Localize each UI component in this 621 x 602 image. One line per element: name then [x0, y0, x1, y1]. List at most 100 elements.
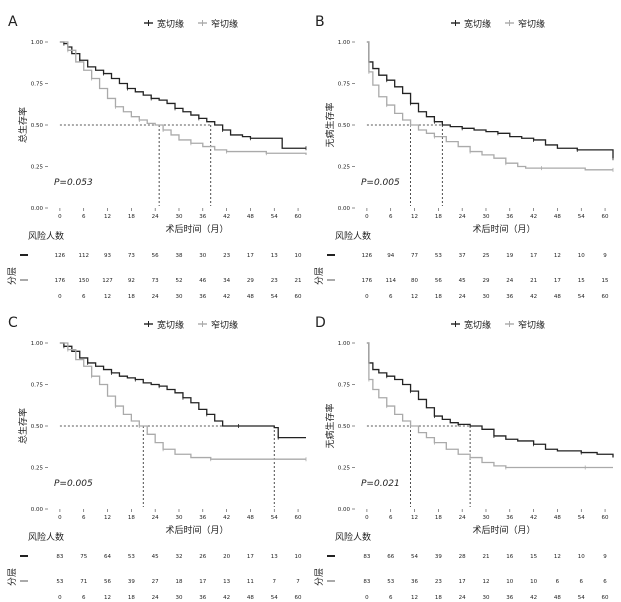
- risk-count: 73: [152, 278, 159, 284]
- risk-count: 39: [435, 554, 442, 560]
- risk-count: 53: [128, 554, 135, 560]
- risk-x-tick-label: 30: [482, 595, 489, 601]
- risk-x-tick-label: 42: [530, 294, 537, 300]
- risk-x-tick-label: 36: [199, 595, 206, 601]
- risk-x-tick-label: 12: [104, 595, 111, 601]
- risk-count: 93: [104, 253, 111, 259]
- risk-count: 45: [459, 278, 466, 284]
- y-tick-label: 0.75: [338, 82, 351, 88]
- x-tick-label: 42: [223, 214, 230, 220]
- risk-count: 6: [603, 579, 607, 585]
- risk-count: 53: [435, 253, 442, 259]
- legend-label: 窄切缘: [211, 18, 238, 30]
- risk-x-tick-label: 60: [602, 294, 609, 300]
- x-tick-label: 12: [104, 214, 111, 220]
- risk-count: 20: [223, 554, 230, 560]
- risk-count: 10: [530, 579, 537, 585]
- risk-x-tick-label: 24: [459, 595, 466, 601]
- legend-label: 宽切缘: [157, 319, 184, 331]
- risk-count: 71: [80, 579, 87, 585]
- risk-count: 12: [554, 554, 561, 560]
- risk-count: 10: [295, 253, 302, 259]
- risk-count: 30: [199, 253, 206, 259]
- risk-count: 127: [102, 278, 113, 284]
- risk-x-tick-label: 0: [58, 294, 62, 300]
- y-tick-label: 0.25: [338, 165, 351, 171]
- risk-count: 66: [387, 554, 394, 560]
- risk-count: 17: [530, 253, 537, 259]
- x-tick-label: 24: [152, 515, 159, 521]
- x-tick-label: 36: [506, 214, 513, 220]
- risk-x-tick-label: 12: [411, 294, 418, 300]
- risk-x-tick-label: 30: [175, 294, 182, 300]
- risk-x-tick-label: 42: [223, 595, 230, 601]
- legend-label: 宽切缘: [464, 319, 491, 331]
- risk-x-tick-label: 48: [247, 595, 254, 601]
- risk-count: 23: [271, 278, 278, 284]
- y-tick-label: 0.50: [31, 424, 44, 430]
- risk-table-strata-label: 分层: [314, 267, 325, 285]
- risk-count: 16: [506, 554, 513, 560]
- series-line-wide: [366, 342, 614, 458]
- series-line-wide: [366, 41, 614, 159]
- legend-label: 窄切缘: [518, 319, 545, 331]
- risk-count: 15: [602, 278, 609, 284]
- risk-count: 23: [435, 579, 442, 585]
- legend-label: 窄切缘: [211, 319, 238, 331]
- y-tick-label: 1.00: [31, 40, 44, 46]
- p-value: P=0.021: [361, 479, 400, 489]
- x-tick-label: 6: [82, 214, 86, 220]
- x-axis-label: 术后时间（月）: [472, 223, 535, 235]
- risk-count: 45: [152, 554, 159, 560]
- risk-count: 11: [247, 579, 254, 585]
- x-tick-label: 6: [389, 515, 393, 521]
- legend: 宽切缘 窄切缘: [451, 18, 545, 30]
- risk-count: 32: [175, 554, 182, 560]
- risk-count: 26: [199, 554, 206, 560]
- risk-x-tick-label: 48: [247, 294, 254, 300]
- x-tick-label: 36: [199, 214, 206, 220]
- risk-x-tick-label: 0: [365, 294, 369, 300]
- risk-count: 54: [411, 554, 418, 560]
- risk-count: 21: [482, 554, 489, 560]
- p-value: P=0.005: [361, 178, 400, 188]
- risk-count: 64: [104, 554, 111, 560]
- risk-x-tick-label: 36: [199, 294, 206, 300]
- risk-count: 13: [223, 579, 230, 585]
- risk-x-tick-label: 36: [506, 595, 513, 601]
- risk-table-strata-label: 分层: [314, 568, 325, 586]
- risk-count: 17: [247, 554, 254, 560]
- y-tick-label: 0.50: [338, 123, 351, 129]
- x-axis-label: 术后时间（月）: [165, 223, 228, 235]
- p-value: P=0.005: [54, 479, 93, 489]
- risk-count: 83: [363, 579, 370, 585]
- x-tick-label: 60: [295, 515, 302, 521]
- risk-count: 92: [128, 278, 135, 284]
- legend-label: 宽切缘: [157, 18, 184, 30]
- y-tick-label: 0.00: [338, 206, 351, 212]
- risk-x-tick-label: 42: [223, 294, 230, 300]
- y-tick-label: 0.25: [31, 466, 44, 472]
- y-tick-label: 1.00: [31, 341, 44, 347]
- risk-count: 7: [272, 579, 276, 585]
- x-tick-label: 24: [152, 214, 159, 220]
- risk-count: 34: [223, 278, 230, 284]
- risk-x-tick-label: 60: [295, 595, 302, 601]
- y-axis-label: 无病生存率: [324, 102, 336, 147]
- risk-x-tick-label: 6: [389, 595, 393, 601]
- x-tick-label: 6: [389, 214, 393, 220]
- panel-label: C: [8, 315, 18, 331]
- risk-count: 29: [482, 278, 489, 284]
- risk-count: 12: [554, 253, 561, 259]
- risk-count: 10: [506, 579, 513, 585]
- y-tick-label: 0.00: [31, 206, 44, 212]
- risk-x-tick-label: 6: [389, 294, 393, 300]
- x-tick-label: 60: [295, 214, 302, 220]
- x-tick-label: 12: [104, 515, 111, 521]
- risk-table-strata-label: 分层: [7, 568, 18, 586]
- risk-x-tick-label: 60: [602, 595, 609, 601]
- series-line-wide: [59, 41, 306, 149]
